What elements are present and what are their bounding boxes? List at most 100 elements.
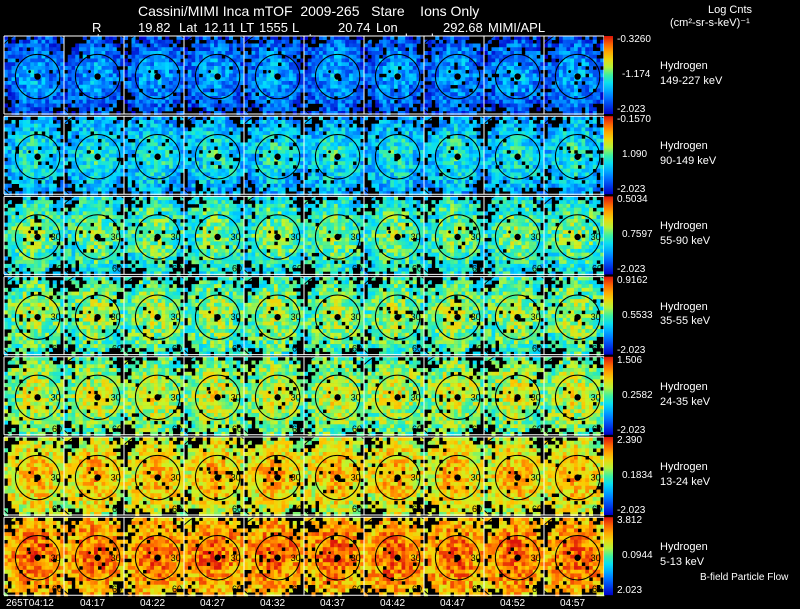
heatmap-cell — [176, 111, 181, 116]
heatmap-cell — [379, 107, 384, 112]
heatmap-cell — [79, 62, 84, 67]
heatmap-cell — [135, 149, 140, 154]
heatmap-cell — [154, 58, 159, 63]
heatmap-cell — [75, 92, 80, 97]
heatmap-cell — [34, 81, 39, 86]
heatmap-cell — [217, 187, 222, 192]
heatmap-cell — [154, 47, 159, 52]
heatmap-cell — [7, 172, 12, 177]
heatmap-cell — [90, 172, 95, 177]
heatmap-cell — [600, 84, 605, 89]
heatmap-cell — [360, 134, 365, 139]
heatmap-cell — [424, 149, 429, 154]
heatmap-cell — [401, 111, 406, 116]
heatmap-cell — [90, 73, 95, 78]
heatmap-cell — [49, 111, 54, 116]
heatmap-cell — [180, 149, 185, 154]
heatmap-cell — [274, 84, 279, 89]
heatmap-cell — [187, 183, 192, 188]
heatmap-cell — [154, 127, 159, 132]
heatmap-cell — [341, 191, 346, 196]
heatmap-cell — [161, 149, 166, 154]
heatmap-cell — [146, 81, 151, 86]
heatmap-cell — [191, 134, 196, 139]
heatmap-cell — [86, 99, 91, 104]
heatmap-cell — [589, 66, 594, 71]
heatmap-cell — [37, 157, 42, 162]
heatmap-cell — [64, 142, 69, 147]
heatmap-cell — [270, 47, 275, 52]
heatmap-cell — [49, 131, 54, 136]
heatmap-cell — [191, 179, 196, 184]
heatmap-cell — [555, 88, 560, 93]
heatmap-cell — [431, 73, 436, 78]
heatmap-cell — [502, 96, 507, 101]
heatmap-cell — [379, 183, 384, 188]
heatmap-cell — [19, 69, 24, 74]
heatmap-cell — [64, 191, 69, 196]
heatmap-cell — [232, 161, 237, 166]
heatmap-cell — [124, 73, 129, 78]
heatmap-cell — [82, 84, 87, 89]
heatmap-cell — [19, 119, 24, 124]
heatmap-cell — [206, 99, 211, 104]
heatmap-cell — [439, 161, 444, 166]
heatmap-cell — [499, 99, 504, 104]
heatmap-cell — [86, 187, 91, 192]
heatmap-cell — [397, 103, 402, 108]
heatmap-cell — [390, 168, 395, 173]
heatmap-cell — [386, 36, 391, 41]
heatmap-cell — [439, 99, 444, 104]
heatmap-cell — [502, 69, 507, 74]
heatmap-cell — [375, 103, 380, 108]
heatmap-cell — [262, 62, 267, 67]
heatmap-cell — [97, 123, 102, 128]
heatmap-cell — [4, 116, 9, 121]
heatmap-cell — [86, 66, 91, 71]
heatmap-cell — [150, 66, 155, 71]
heatmap-cell — [105, 142, 110, 147]
heatmap-cell — [34, 84, 39, 89]
heatmap-cell — [75, 73, 80, 78]
heatmap-cell — [19, 134, 24, 139]
heatmap-cell — [570, 84, 575, 89]
heatmap-cell — [581, 51, 586, 56]
heatmap-cell — [484, 92, 489, 97]
heatmap-cell — [570, 111, 575, 116]
heatmap-cell — [454, 54, 459, 59]
heatmap-cell — [326, 43, 331, 48]
heatmap-cell — [135, 99, 140, 104]
heatmap-cell — [345, 123, 350, 128]
heatmap-cell — [412, 58, 417, 63]
heatmap-cell — [311, 142, 316, 147]
heatmap-cell — [37, 119, 42, 124]
heatmap-cell — [120, 62, 125, 67]
heatmap-cell — [270, 43, 275, 48]
image-panel — [244, 36, 305, 116]
heatmap-cell — [157, 187, 162, 192]
heatmap-cell — [34, 69, 39, 74]
heatmap-cell — [124, 127, 129, 132]
heatmap-cell — [71, 62, 76, 67]
heatmap-cell — [165, 84, 170, 89]
heatmap-cell — [37, 134, 42, 139]
heatmap-cell — [596, 99, 601, 104]
heatmap-cell — [457, 81, 462, 86]
heatmap-cell — [559, 36, 564, 41]
heatmap-cell — [382, 54, 387, 59]
heatmap-cell — [465, 96, 470, 101]
heatmap-cell — [319, 168, 324, 173]
heatmap-cell — [221, 191, 226, 196]
heatmap-cell — [195, 39, 200, 44]
heatmap-cell — [150, 116, 155, 121]
heatmap-cell — [37, 123, 42, 128]
heatmap-cell — [364, 66, 369, 71]
heatmap-cell — [517, 66, 522, 71]
heatmap-cell — [360, 187, 365, 192]
heatmap-cell — [502, 62, 507, 67]
heatmap-cell — [221, 142, 226, 147]
heatmap-cell — [64, 168, 69, 173]
heatmap-cell — [364, 84, 369, 89]
heatmap-cell — [176, 77, 181, 82]
heatmap-cell — [326, 157, 331, 162]
